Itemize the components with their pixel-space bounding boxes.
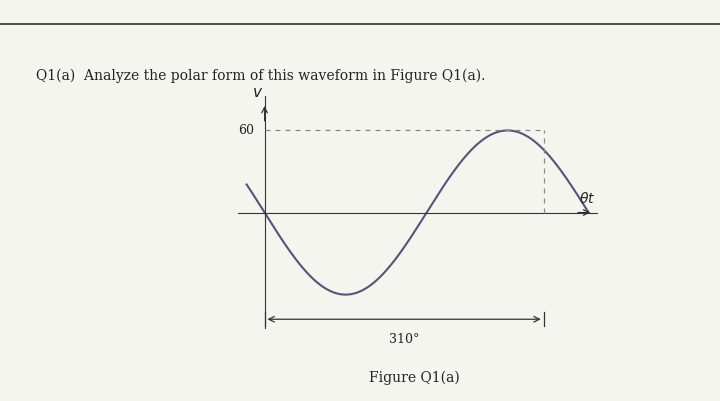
- Text: Figure Q1(a): Figure Q1(a): [369, 371, 459, 385]
- Text: $v$: $v$: [252, 86, 263, 100]
- Text: Q1(a)  Analyze the polar form of this waveform in Figure Q1(a).: Q1(a) Analyze the polar form of this wav…: [36, 68, 485, 83]
- Text: 60: 60: [238, 124, 254, 137]
- Text: $\theta t$: $\theta t$: [580, 191, 596, 206]
- Text: 310°: 310°: [389, 333, 419, 346]
